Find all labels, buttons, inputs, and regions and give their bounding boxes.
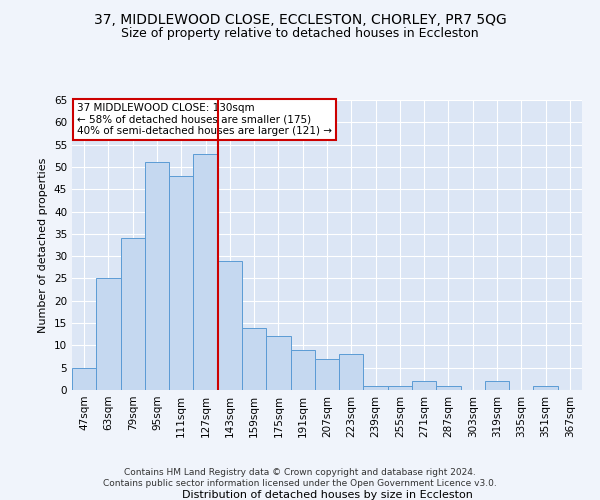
Text: 37, MIDDLEWOOD CLOSE, ECCLESTON, CHORLEY, PR7 5QG: 37, MIDDLEWOOD CLOSE, ECCLESTON, CHORLEY… xyxy=(94,12,506,26)
Bar xyxy=(533,386,558,390)
Bar xyxy=(315,359,339,390)
Bar xyxy=(412,381,436,390)
Bar xyxy=(193,154,218,390)
X-axis label: Distribution of detached houses by size in Eccleston: Distribution of detached houses by size … xyxy=(182,490,472,500)
Bar xyxy=(485,381,509,390)
Bar xyxy=(266,336,290,390)
Text: Contains HM Land Registry data © Crown copyright and database right 2024.
Contai: Contains HM Land Registry data © Crown c… xyxy=(103,468,497,487)
Bar xyxy=(145,162,169,390)
Bar xyxy=(218,260,242,390)
Bar xyxy=(364,386,388,390)
Bar xyxy=(121,238,145,390)
Bar xyxy=(169,176,193,390)
Bar xyxy=(388,386,412,390)
Y-axis label: Number of detached properties: Number of detached properties xyxy=(38,158,49,332)
Text: 37 MIDDLEWOOD CLOSE: 130sqm
← 58% of detached houses are smaller (175)
40% of se: 37 MIDDLEWOOD CLOSE: 130sqm ← 58% of det… xyxy=(77,103,332,136)
Bar xyxy=(96,278,121,390)
Bar xyxy=(242,328,266,390)
Bar xyxy=(436,386,461,390)
Text: Size of property relative to detached houses in Eccleston: Size of property relative to detached ho… xyxy=(121,28,479,40)
Bar xyxy=(290,350,315,390)
Bar xyxy=(72,368,96,390)
Bar xyxy=(339,354,364,390)
